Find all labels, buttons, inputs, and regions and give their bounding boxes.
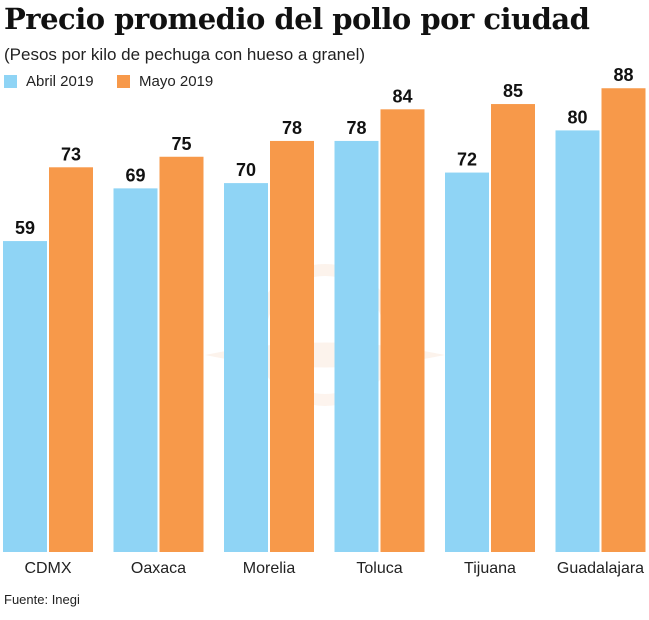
data-label: 73 (61, 144, 81, 164)
data-label: 75 (171, 134, 191, 154)
data-label: 80 (567, 107, 587, 127)
category-label: Oaxaca (131, 560, 186, 577)
data-label: 84 (392, 86, 412, 106)
data-label: 85 (503, 81, 523, 101)
category-label: Tijuana (464, 560, 516, 577)
data-label: 78 (282, 118, 302, 138)
category-label: Guadalajara (557, 560, 644, 577)
category-label: Morelia (243, 560, 296, 577)
data-label: 59 (15, 218, 35, 238)
legend-swatch (117, 75, 130, 88)
bar-toluca-mayo (380, 109, 425, 552)
chart-title: Precio promedio del pollo por ciudad (4, 2, 590, 36)
data-label: 88 (613, 65, 633, 85)
data-label: 70 (236, 160, 256, 180)
bar-cdmx-mayo (49, 167, 93, 553)
legend-swatch (4, 75, 17, 88)
source-note: Fuente: Inegi (4, 592, 80, 607)
bar-oaxaca-mayo (159, 156, 204, 552)
data-label: 72 (457, 150, 477, 170)
category-label: Toluca (356, 560, 402, 577)
data-label: 69 (125, 165, 145, 185)
bar-morelia-mayo (270, 140, 314, 552)
bar-morelia-abril (224, 183, 268, 552)
bar-toluca-abril (334, 140, 379, 552)
bar-tijuana-mayo (491, 104, 535, 553)
bar-tijuana-abril (445, 172, 489, 552)
data-label: 78 (346, 118, 366, 138)
bar-guadalajara-mayo (601, 88, 646, 553)
chart-subtitle: (Pesos por kilo de pechuga con hueso a g… (4, 45, 366, 64)
legend-label: Abril 2019 (26, 73, 94, 90)
bar-guadalajara-abril (555, 130, 600, 552)
legend-item-abril: Abril 2019 (4, 73, 94, 90)
bar-oaxaca-abril (113, 188, 158, 552)
legend-item-mayo: Mayo 2019 (117, 73, 213, 90)
category-label: CDMX (24, 560, 71, 577)
legend-label: Mayo 2019 (139, 73, 214, 90)
bar-cdmx-abril (3, 241, 47, 552)
